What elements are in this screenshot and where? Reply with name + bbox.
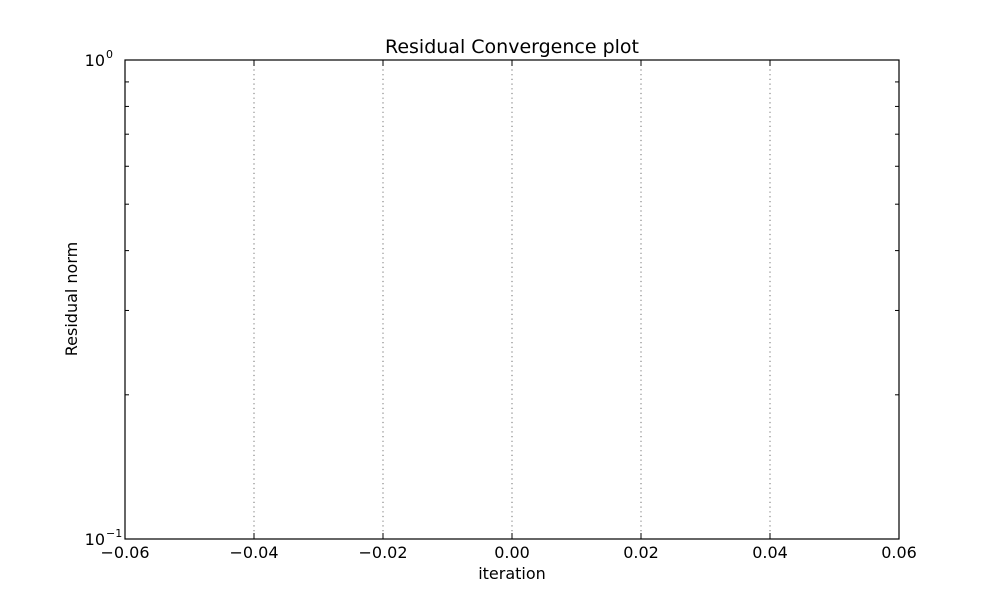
chart-title: Residual Convergence plot [385, 36, 639, 58]
y-tick-label-base: 10 [85, 530, 105, 549]
y-tick-label: 10 −1 [85, 527, 123, 549]
y-tick-label-exponent: 0 [106, 48, 113, 61]
plot-frame [124, 59, 900, 540]
x-tick-label: 0.04 [752, 543, 788, 562]
y-tick-label-base: 10 [85, 51, 105, 70]
x-tick-label: 0.06 [881, 543, 917, 562]
y-tick-label: 10 0 [85, 48, 113, 70]
gridlines [253, 60, 771, 539]
x-tick-label: 0.02 [623, 543, 659, 562]
y-tick-label-exponent: −1 [106, 527, 122, 540]
x-tick-label: −0.02 [358, 543, 407, 562]
y-axis-label: Residual norm [62, 242, 81, 356]
x-tick-label: −0.04 [229, 543, 278, 562]
x-axis-ticks: −0.06 −0.04 −0.02 0.00 0.02 0.04 0.06 [100, 60, 917, 562]
x-tick-label: 0.00 [494, 543, 530, 562]
x-axis-label: iteration [478, 564, 546, 583]
x-tick-label: −0.06 [100, 543, 149, 562]
